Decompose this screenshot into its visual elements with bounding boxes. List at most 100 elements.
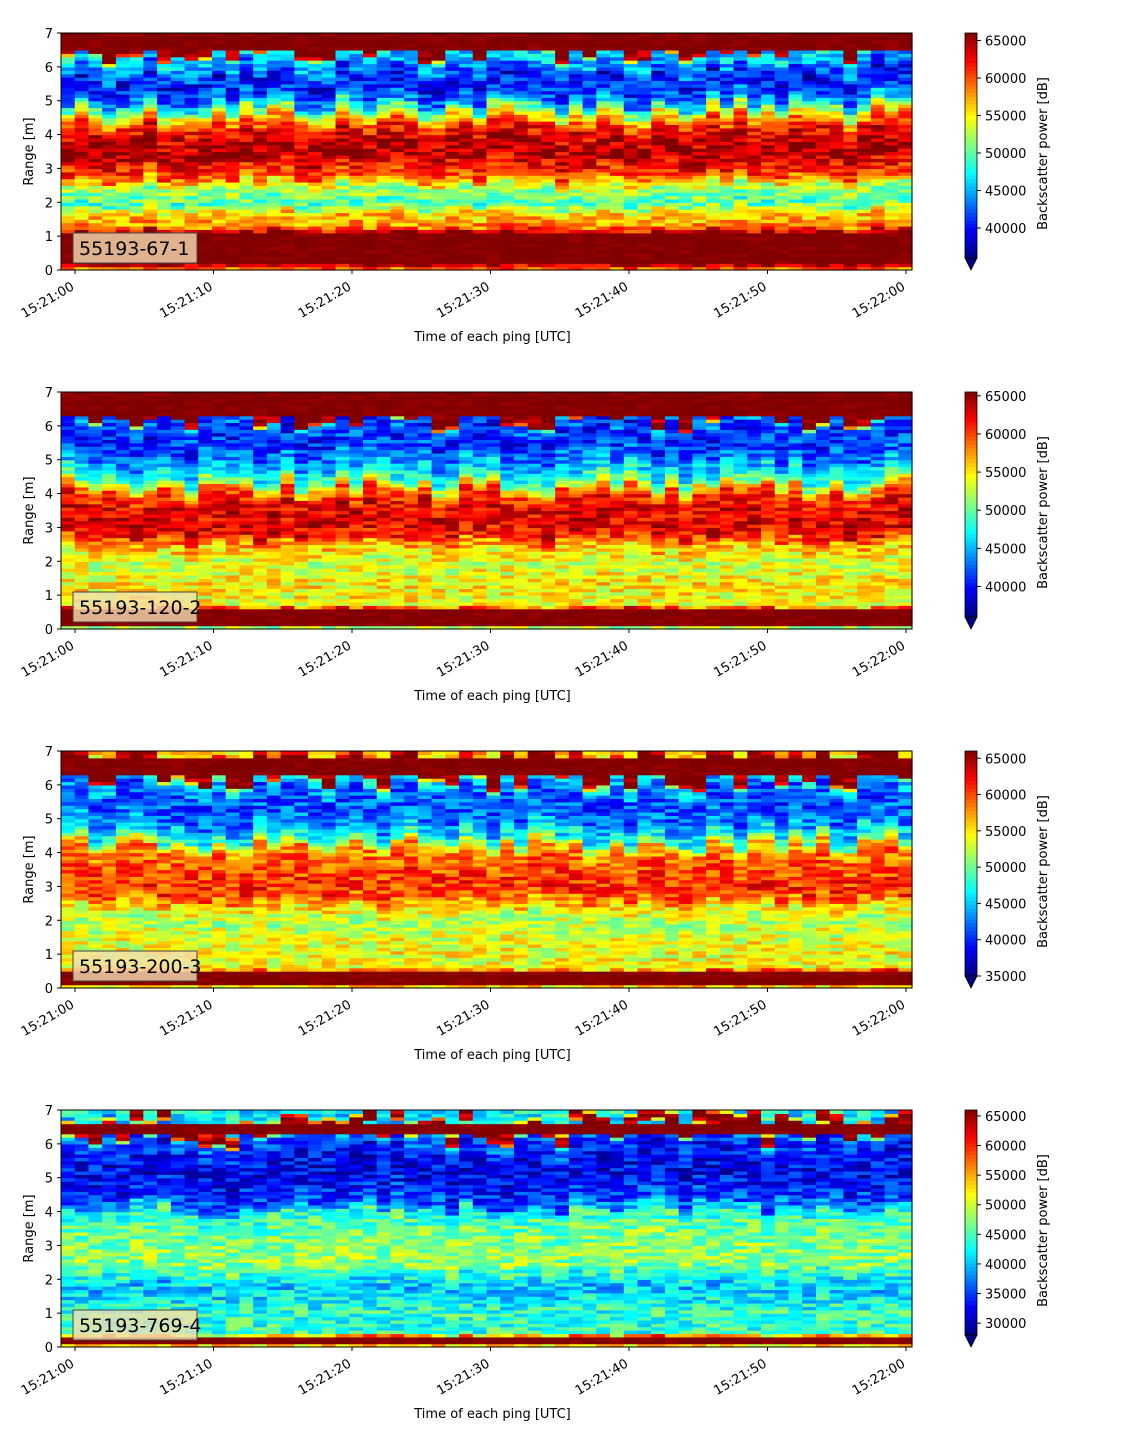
heatmap-cell bbox=[610, 83, 625, 88]
heatmap-cell bbox=[362, 137, 378, 142]
heatmap-cell bbox=[774, 121, 790, 126]
heatmap-cell bbox=[651, 259, 666, 264]
heatmap-cell bbox=[294, 131, 309, 136]
heatmap-cell bbox=[74, 53, 90, 58]
heatmap-cell bbox=[376, 107, 392, 112]
heatmap-cell bbox=[802, 87, 817, 92]
heatmap-cell bbox=[349, 66, 364, 71]
heatmap-cell bbox=[761, 158, 776, 163]
heatmap-cell bbox=[733, 168, 748, 173]
heatmap-cell bbox=[706, 209, 721, 214]
heatmap-cell bbox=[170, 124, 186, 129]
heatmap-cell bbox=[74, 168, 90, 173]
heatmap-cell bbox=[898, 151, 913, 156]
heatmap-cell bbox=[198, 212, 213, 217]
heatmap-cell bbox=[541, 110, 556, 115]
heatmap-cell bbox=[253, 151, 268, 156]
heatmap-cell bbox=[253, 601, 268, 606]
heatmap-cell bbox=[623, 219, 639, 224]
heatmap-cell bbox=[870, 53, 886, 58]
heatmap-cell bbox=[596, 87, 611, 92]
heatmap-cell bbox=[829, 171, 844, 176]
heatmap-cell bbox=[280, 205, 295, 210]
heatmap-cell bbox=[486, 168, 501, 173]
heatmap-cell bbox=[417, 77, 433, 81]
heatmap-cell bbox=[280, 229, 295, 234]
heatmap-cell bbox=[308, 87, 323, 92]
heatmap-cell bbox=[61, 165, 76, 170]
heatmap-cell bbox=[362, 151, 378, 156]
heatmap-cell bbox=[870, 236, 886, 241]
heatmap-cell bbox=[692, 178, 707, 183]
heatmap-cell bbox=[157, 83, 172, 88]
heatmap-cell bbox=[472, 114, 488, 119]
heatmap-cell bbox=[637, 148, 652, 153]
heatmap-cell bbox=[884, 77, 899, 81]
heatmap-cell bbox=[637, 66, 652, 71]
heatmap-cell bbox=[253, 77, 268, 81]
heatmap-cell bbox=[829, 222, 844, 227]
heatmap-cell bbox=[692, 144, 707, 149]
heatmap-cell bbox=[198, 601, 213, 606]
heatmap-cell bbox=[857, 181, 872, 186]
heatmap-cell bbox=[651, 131, 666, 136]
heatmap-cell bbox=[513, 622, 529, 627]
heatmap-cell bbox=[459, 87, 474, 92]
heatmap-cell bbox=[88, 60, 103, 65]
heatmap-cell bbox=[582, 612, 597, 617]
heatmap-cell bbox=[678, 33, 693, 37]
heatmap-cell bbox=[459, 66, 474, 71]
heatmap-cell bbox=[678, 259, 693, 264]
heatmap-cell bbox=[500, 598, 515, 603]
heatmap-cell bbox=[61, 43, 76, 48]
heatmap-cell bbox=[664, 209, 680, 214]
heatmap-cell bbox=[761, 222, 776, 227]
heatmap-cell bbox=[610, 148, 625, 153]
heatmap-cell bbox=[417, 205, 433, 210]
heatmap-cell bbox=[404, 188, 419, 193]
heatmap-cell bbox=[417, 117, 433, 122]
heatmap-cell bbox=[596, 70, 611, 75]
heatmap-cell bbox=[472, 608, 488, 613]
heatmap-cell bbox=[500, 242, 515, 247]
heatmap-cell bbox=[706, 205, 721, 210]
heatmap-cell bbox=[321, 127, 337, 132]
heatmap-cell bbox=[568, 188, 584, 193]
heatmap-cell bbox=[390, 83, 405, 88]
heatmap-cell bbox=[637, 605, 652, 610]
heatmap-cell bbox=[266, 97, 282, 102]
heatmap-cell bbox=[870, 198, 886, 203]
heatmap-cell bbox=[198, 124, 213, 129]
heatmap-cell bbox=[651, 137, 666, 142]
heatmap-cell bbox=[678, 222, 693, 227]
heatmap-cell bbox=[431, 229, 446, 234]
heatmap-cell bbox=[211, 236, 227, 241]
heatmap-cell bbox=[596, 90, 611, 95]
heatmap-cell bbox=[623, 198, 639, 203]
heatmap-cell bbox=[651, 192, 666, 197]
heatmap-cell bbox=[774, 154, 790, 159]
heatmap-cell bbox=[898, 43, 913, 48]
heatmap-cell bbox=[706, 77, 721, 81]
heatmap-cell bbox=[513, 36, 529, 41]
heatmap-cell bbox=[88, 195, 103, 200]
heatmap-cell bbox=[143, 188, 158, 193]
heatmap-cell bbox=[294, 151, 309, 156]
heatmap-cell bbox=[157, 144, 172, 149]
heatmap-cell bbox=[280, 97, 295, 102]
heatmap-cell bbox=[857, 263, 872, 268]
heatmap-cell bbox=[857, 56, 872, 61]
heatmap-cell bbox=[843, 56, 858, 61]
heatmap-cell bbox=[445, 80, 460, 85]
heatmap-cell bbox=[280, 124, 295, 129]
heatmap-cell bbox=[362, 625, 378, 630]
heatmap-cell bbox=[513, 168, 529, 173]
heatmap-cell bbox=[445, 137, 460, 142]
heatmap-cell bbox=[486, 246, 501, 251]
heatmap-cell bbox=[308, 124, 323, 129]
heatmap-cell bbox=[239, 259, 254, 264]
heatmap-cell bbox=[774, 168, 790, 173]
heatmap-cell bbox=[445, 134, 460, 139]
colorbar-segment bbox=[965, 145, 977, 150]
heatmap-cell bbox=[706, 229, 721, 234]
